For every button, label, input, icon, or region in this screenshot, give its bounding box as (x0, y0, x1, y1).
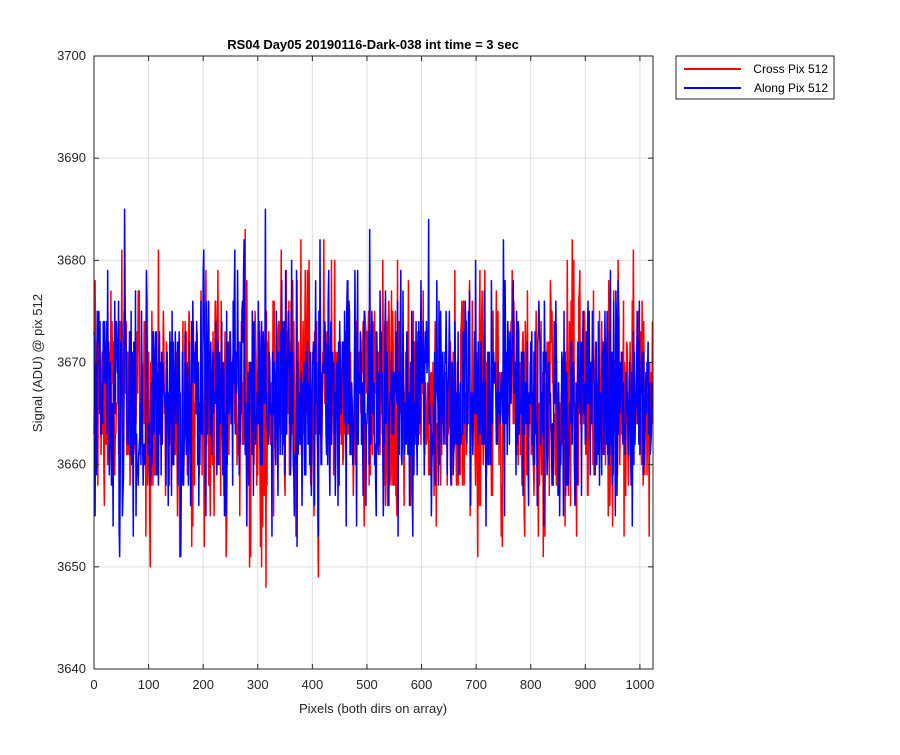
series-layer (93, 208, 654, 589)
x-tick-label: 600 (411, 677, 433, 692)
x-tick-label: 400 (302, 677, 324, 692)
legend: Cross Pix 512 Along Pix 512 (675, 55, 835, 100)
y-tick-label: 3680 (57, 252, 86, 267)
y-tick-label: 3660 (57, 457, 86, 472)
x-tick-label: 300 (247, 677, 269, 692)
x-tick-label: 700 (465, 677, 487, 692)
y-tick-label: 3670 (57, 355, 86, 370)
x-axis-label: Pixels (both dirs on array) (299, 701, 447, 716)
axes-layer: 0 100 200 300 400 500 600 700 800 900 1000 3640 3650… (57, 48, 654, 692)
x-tick-label: 0 (90, 677, 97, 692)
y-tick-label: 3700 (57, 48, 86, 63)
x-tick-label: 1000 (625, 677, 654, 692)
chart-title: RS04 Day05 20190116-Dark-038 int time = … (227, 37, 519, 52)
x-tick-label: 900 (574, 677, 596, 692)
legend-box (675, 55, 835, 100)
y-tick-label: 3650 (57, 559, 86, 574)
x-tick-label: 800 (520, 677, 542, 692)
x-tick-label: 100 (138, 677, 160, 692)
y-axis-label: Signal (ADU) @ pix 512 (30, 294, 45, 432)
x-tick-label: 500 (356, 677, 378, 692)
legend-label-cross: Cross Pix 512 (753, 62, 828, 76)
series-line-1 (93, 208, 654, 558)
legend-label-along: Along Pix 512 (754, 81, 828, 95)
y-tick-label: 3640 (57, 661, 86, 676)
y-tick-label: 3690 (57, 150, 86, 165)
x-tick-label: 200 (192, 677, 214, 692)
